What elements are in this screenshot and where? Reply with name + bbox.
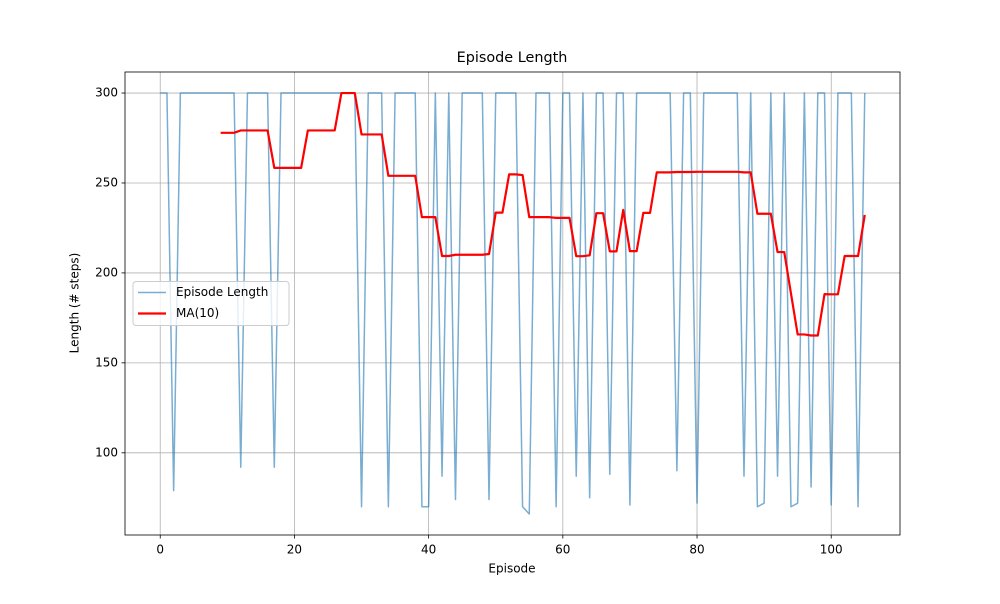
x-tick-label: 20 bbox=[287, 543, 302, 557]
y-tick-label: 300 bbox=[95, 86, 118, 100]
x-tick-label: 0 bbox=[156, 543, 164, 557]
x-tick-label: 100 bbox=[820, 543, 843, 557]
x-axis-label: Episode bbox=[488, 562, 535, 576]
y-axis-label: Length (# steps) bbox=[68, 253, 82, 354]
y-tick-label: 200 bbox=[95, 265, 118, 279]
y-tick-label: 100 bbox=[95, 445, 118, 459]
x-tick-label: 60 bbox=[555, 543, 570, 557]
legend-label: MA(10) bbox=[176, 306, 219, 320]
y-tick-label: 150 bbox=[95, 355, 118, 369]
legend: Episode Length MA(10) bbox=[132, 281, 290, 326]
x-tick-label: 80 bbox=[689, 543, 704, 557]
plot-area bbox=[160, 91, 866, 515]
x-tick-label: 40 bbox=[421, 543, 436, 557]
axes-frame bbox=[124, 71, 901, 536]
y-tick-label: 250 bbox=[95, 175, 118, 189]
legend-label: Episode Length bbox=[176, 285, 268, 299]
series-line bbox=[160, 92, 866, 515]
legend-box bbox=[132, 281, 290, 326]
chart-title: Episode Length bbox=[457, 50, 568, 66]
series-line bbox=[220, 91, 866, 337]
